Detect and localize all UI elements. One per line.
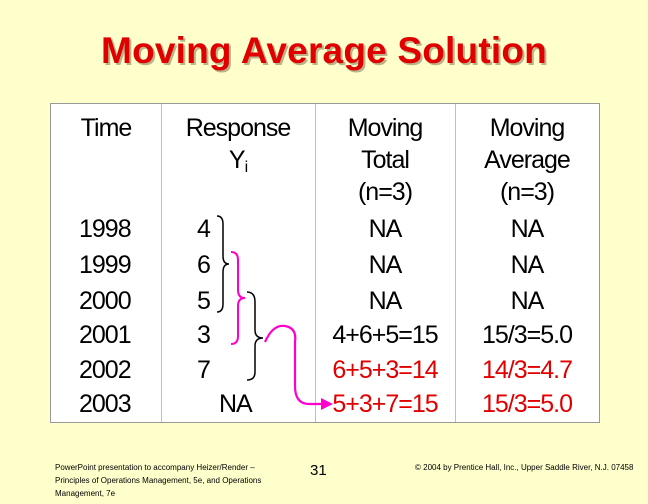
bracket-black <box>216 215 230 313</box>
header-moving-total-line-3: (n=3) <box>357 178 413 206</box>
arrow-head-icon <box>321 398 333 410</box>
header-moving-average-line-3: (n=3) <box>499 178 555 206</box>
page-number: 31 <box>310 462 327 479</box>
cell-time: 2003 <box>79 390 132 418</box>
arrow-path <box>263 324 323 406</box>
footer-left: PowerPoint presentation to accompany Hei… <box>55 463 262 498</box>
cell-moving-total: 4+6+5=15 <box>332 321 438 349</box>
cell-moving-total: 6+5+3=14 <box>332 356 438 384</box>
cell-moving-total: NA <box>368 287 403 315</box>
cell-response: 5 <box>197 287 211 315</box>
header-moving-total-line-2: Total <box>361 146 410 174</box>
header-moving-average: Moving Average (n=3) <box>455 112 599 208</box>
header-response-symbol: Yi <box>161 144 315 184</box>
cell-time: 2000 <box>79 287 132 315</box>
bracket-black-2 <box>246 291 264 381</box>
response-subscript: i <box>244 159 248 176</box>
cell-moving-average: NA <box>510 251 545 279</box>
response-symbol: Y <box>228 146 246 174</box>
cell-moving-total: 5+3+7=15 <box>332 390 438 418</box>
cell-response: 3 <box>197 321 211 349</box>
bracket-annotations <box>216 215 333 410</box>
cell-moving-average: 15/3=5.0 <box>481 321 573 349</box>
header-moving-total: Moving Total (n=3) <box>315 112 455 208</box>
cell-response: NA <box>219 390 253 418</box>
header-time-label: Time <box>80 114 133 142</box>
header-response: Response Yi <box>161 112 315 184</box>
cell-moving-average: 14/3=4.7 <box>481 356 573 384</box>
cell-moving-total: NA <box>368 215 403 243</box>
footer-right: © 2004 by Prentice Hall, Inc., Upper Sad… <box>415 463 634 472</box>
cell-response: 6 <box>197 251 211 279</box>
cell-response: 4 <box>197 215 211 243</box>
cell-time: 1999 <box>79 251 132 279</box>
cell-response: 7 <box>197 356 211 384</box>
header-moving-total-line-1: Moving <box>347 114 424 142</box>
moving-average-table: Time Response Yi Moving Total (n=3) Movi… <box>50 103 600 423</box>
cell-moving-average: NA <box>510 215 545 243</box>
column-divider <box>315 104 316 422</box>
cell-time: 1998 <box>79 215 132 243</box>
column-divider <box>455 104 456 422</box>
slide-title: Moving Average Solution <box>101 30 547 71</box>
cell-time: 2001 <box>79 321 132 349</box>
cell-moving-total: NA <box>368 251 403 279</box>
cell-moving-average: 15/3=5.0 <box>481 390 573 418</box>
header-moving-average-line-2: Average <box>484 146 571 174</box>
header-moving-average-line-1: Moving <box>489 114 566 142</box>
column-divider <box>161 104 162 422</box>
cell-time: 2002 <box>79 356 132 384</box>
header-response-label: Response <box>185 114 292 142</box>
bracket-magenta <box>230 251 246 345</box>
cell-moving-average: NA <box>510 287 545 315</box>
header-time: Time <box>51 112 161 144</box>
